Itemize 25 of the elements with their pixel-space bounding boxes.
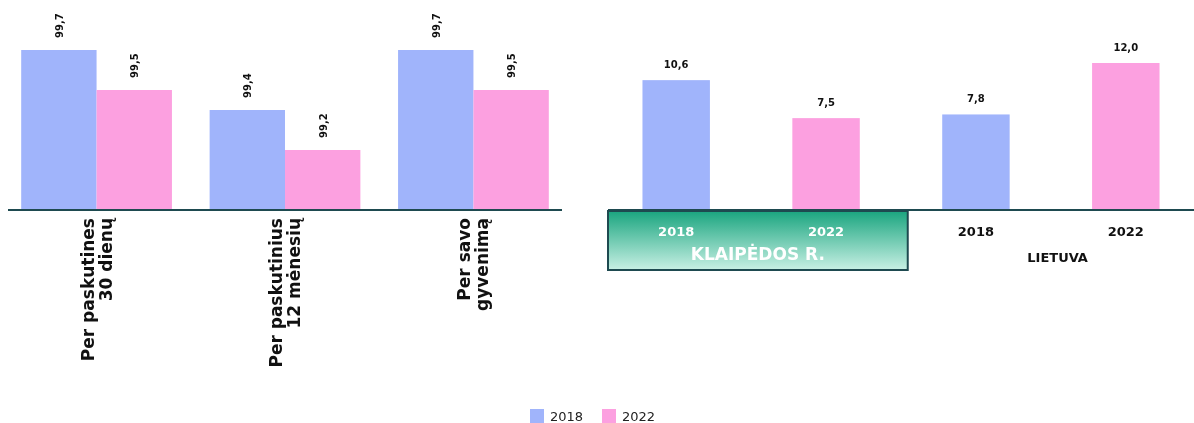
x-tick-label: Per paskutinius 12 mėnesių [266, 217, 304, 368]
data-label: 99,4 [242, 73, 254, 98]
data-label: 99,5 [506, 53, 518, 78]
data-label: 99,5 [129, 53, 141, 78]
data-label: 99,2 [317, 113, 329, 138]
text: LIETUVA [1027, 250, 1088, 265]
x-tick-label: Per paskutines 30 dienų [77, 217, 116, 362]
legend-label: 2018 [550, 409, 584, 423]
x-tick-label: 2018 [658, 224, 695, 239]
bar [942, 114, 1010, 210]
bar [792, 118, 860, 210]
x-tick-label: 2022 [1107, 224, 1144, 239]
data-label: 7,5 [817, 97, 835, 109]
text: KLAIPĖDOS R. [690, 243, 825, 264]
bar [1092, 63, 1160, 210]
data-label: 7,8 [967, 93, 985, 105]
x-tick-label: 2018 [957, 224, 995, 239]
data-label: 99,7 [53, 13, 65, 38]
x-tick-label: Per savo gyvenimą [454, 218, 493, 311]
data-label: 99,7 [430, 13, 442, 38]
data-label: 10,6 [663, 59, 689, 71]
legend-label: 2022 [622, 409, 656, 423]
bar [642, 80, 710, 210]
data-label: 12,0 [1113, 42, 1139, 53]
x-tick-label: 2022 [807, 224, 845, 239]
